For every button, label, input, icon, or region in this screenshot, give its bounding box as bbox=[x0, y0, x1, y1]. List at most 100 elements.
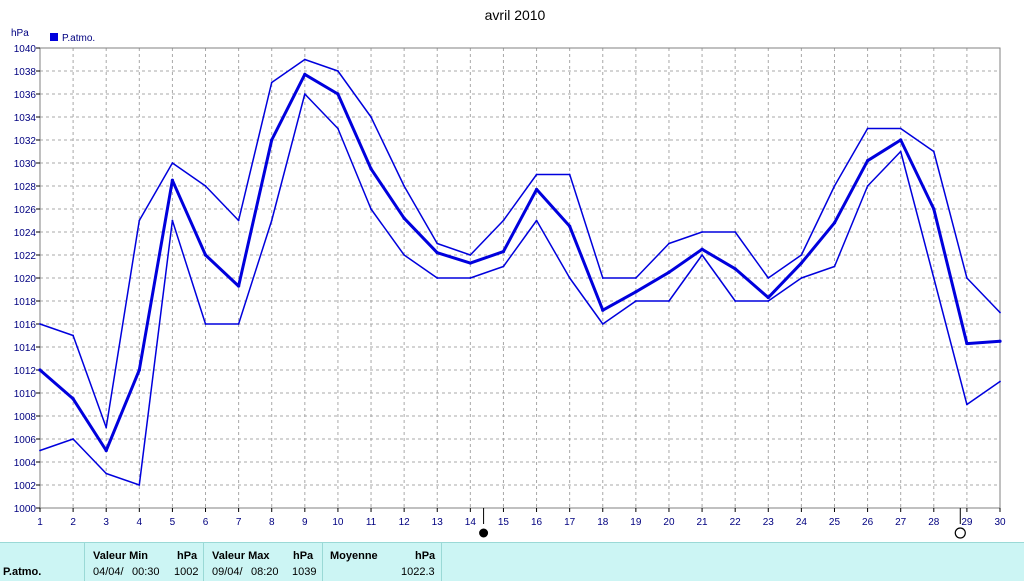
chart-title: avril 2010 bbox=[485, 7, 546, 23]
data-point-mean bbox=[634, 290, 638, 294]
data-point-max bbox=[601, 277, 604, 279]
data-point-mean bbox=[700, 247, 704, 251]
data-point-max bbox=[767, 277, 770, 279]
series-line-min bbox=[39, 93, 1001, 486]
data-point-mean bbox=[965, 341, 969, 346]
data-point-min bbox=[39, 449, 41, 452]
data-point-min bbox=[767, 300, 770, 302]
data-point-min bbox=[171, 219, 174, 222]
data-point-max bbox=[403, 185, 406, 187]
x-tick-label: 18 bbox=[597, 517, 609, 528]
data-point-max bbox=[436, 242, 439, 245]
data-point-mean bbox=[170, 178, 175, 182]
data-point-mean bbox=[733, 267, 737, 271]
max-unit: hPa bbox=[293, 550, 314, 562]
min-header: Valeur Min bbox=[93, 550, 149, 562]
data-point-min bbox=[535, 219, 538, 222]
data-point-max bbox=[734, 231, 737, 233]
x-tick-label: 20 bbox=[663, 517, 675, 528]
mean-value: 1022.3 bbox=[401, 566, 435, 578]
min-unit: hPa bbox=[177, 550, 198, 562]
y-tick-label: 1018 bbox=[14, 297, 37, 308]
data-point-min bbox=[568, 277, 571, 279]
data-point-min bbox=[370, 208, 372, 210]
data-point-max bbox=[932, 150, 935, 153]
y-tick-label: 1000 bbox=[14, 504, 37, 515]
y-tick-label: 1012 bbox=[14, 366, 37, 377]
data-point-min bbox=[601, 323, 604, 325]
data-point-max bbox=[535, 173, 538, 176]
x-tick-label: 28 bbox=[928, 517, 940, 528]
min-value: 1002 bbox=[174, 566, 199, 578]
data-point-max bbox=[105, 426, 108, 429]
mean-unit: hPa bbox=[415, 550, 436, 562]
min-time: 00:30 bbox=[132, 566, 160, 578]
x-tick-label: 8 bbox=[269, 517, 275, 528]
data-point-min bbox=[668, 300, 670, 302]
x-tick-label: 24 bbox=[796, 517, 808, 528]
data-point-mean bbox=[38, 368, 42, 372]
data-point-min bbox=[303, 93, 306, 95]
y-tick-label: 1040 bbox=[14, 44, 37, 55]
x-tick-label: 29 bbox=[961, 517, 973, 528]
x-tick-label: 19 bbox=[630, 517, 642, 528]
x-tick-label: 10 bbox=[332, 517, 344, 528]
y-tick-label: 1028 bbox=[14, 182, 37, 193]
stats-row-label: P.atmo. bbox=[3, 566, 42, 578]
data-point-mean bbox=[832, 221, 837, 225]
data-point-min bbox=[204, 323, 207, 325]
data-point-mean bbox=[766, 295, 770, 300]
data-point-max bbox=[303, 58, 306, 61]
data-point-min bbox=[701, 254, 703, 256]
series-line-max bbox=[39, 58, 1001, 429]
x-tick-label: 17 bbox=[564, 517, 576, 528]
data-point-min bbox=[932, 277, 935, 279]
data-point-max bbox=[899, 127, 902, 130]
data-point-min bbox=[833, 265, 836, 268]
data-point-max bbox=[39, 323, 41, 325]
data-point-min bbox=[734, 300, 737, 302]
x-tick-label: 27 bbox=[895, 517, 907, 528]
y-tick-label: 1020 bbox=[14, 274, 37, 285]
y-tick-label: 1008 bbox=[14, 412, 37, 423]
stats-max-cell: Valeur Max hPa 09/04/ 08:20 1039 bbox=[204, 543, 323, 581]
x-tick-label: 13 bbox=[432, 517, 444, 528]
stats-min-cell: Valeur Min hPa 04/04/ 00:30 1002 bbox=[85, 543, 204, 581]
data-point-min bbox=[403, 254, 406, 256]
y-tick-label: 1024 bbox=[14, 228, 37, 239]
data-point-mean bbox=[601, 308, 605, 312]
max-value: 1039 bbox=[292, 566, 317, 578]
data-point-min bbox=[634, 300, 637, 302]
x-tick-label: 25 bbox=[829, 517, 841, 528]
data-point-max bbox=[833, 185, 836, 187]
data-point-min bbox=[436, 277, 439, 279]
data-point-mean bbox=[435, 251, 439, 255]
y-tick-label: 1014 bbox=[14, 343, 37, 354]
x-tick-label: 9 bbox=[302, 517, 308, 528]
new-moon-icon bbox=[954, 527, 966, 539]
x-axis: 1 2 3 4 5 6 7 8 9 10 11 12 13 14 15 16 17 18 19 20 21 22 23 24 2… bbox=[37, 508, 1006, 528]
data-point-max bbox=[502, 219, 505, 222]
data-point-max bbox=[866, 127, 869, 130]
legend-label: P.atmo. bbox=[62, 33, 95, 44]
data-point-max bbox=[701, 231, 703, 233]
pressure-chart: avril 2010 hPa P.atmo. 10001002100410061… bbox=[11, 7, 1006, 539]
data-point-max bbox=[800, 254, 803, 256]
data-point-max bbox=[999, 311, 1001, 314]
data-point-mean bbox=[534, 187, 539, 192]
data-point-mean bbox=[402, 216, 406, 220]
data-point-max bbox=[568, 173, 571, 176]
data-point-mean bbox=[71, 397, 75, 401]
data-point-max bbox=[965, 277, 968, 279]
data-point-max bbox=[237, 219, 240, 222]
data-point-mean bbox=[998, 339, 1002, 343]
full-moon-icon bbox=[479, 528, 489, 538]
data-point-min bbox=[965, 403, 968, 406]
data-point-min bbox=[899, 150, 902, 153]
series-line-mean bbox=[39, 72, 1001, 452]
x-tick-label: 23 bbox=[763, 517, 775, 528]
x-tick-label: 26 bbox=[862, 517, 874, 528]
data-point-mean bbox=[667, 270, 671, 274]
min-date: 04/04/ bbox=[93, 566, 124, 578]
data-point-min bbox=[999, 380, 1001, 383]
